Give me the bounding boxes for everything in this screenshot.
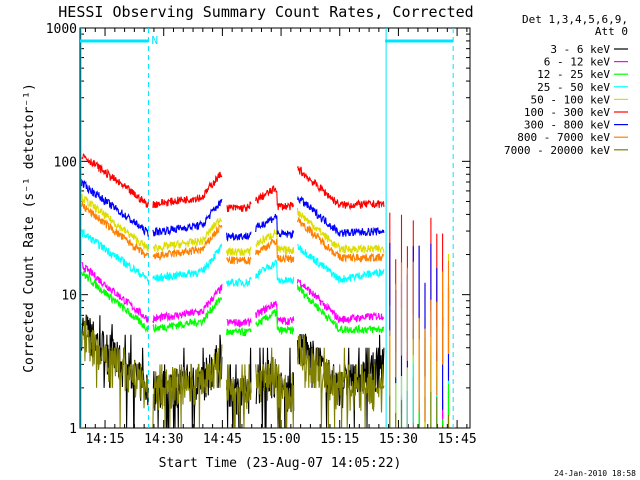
legend-header: Det 1,3,4,5,6,9, [522,13,628,26]
legend-entry-label: 12 - 25 keV [537,68,610,81]
x-tick-label: 15:45 [438,432,477,447]
chart-title: HESSI Observing Summary Count Rates, Cor… [58,3,473,21]
legend-entry-label: 800 - 7000 keV [517,131,610,144]
x-tick-label: 14:15 [85,432,124,447]
legend-entry-label: 300 - 800 keV [524,119,610,132]
footer-timestamp: 24-Jan-2010 18:58 [554,469,636,478]
night-label: N [151,34,158,47]
y-tick-label: 1 [69,422,77,437]
y-axis-label: Corrected Count Rate (s⁻¹ detector⁻¹) [22,83,37,373]
legend-entry-label: 25 - 50 keV [537,81,610,94]
plot-frame [79,27,471,429]
x-tick-label: 14:45 [203,432,242,447]
x-tick-label: 15:15 [320,432,359,447]
x-tick-label: 15:00 [261,432,300,447]
y-tick-label: 1000 [46,22,77,37]
legend-entry-label: 100 - 300 keV [524,106,610,119]
legend-entry-label: 7000 - 20000 keV [504,144,610,157]
y-tick-label: 10 [61,289,77,304]
x-tick-label: 14:30 [144,432,183,447]
y-tick-label: 100 [54,155,77,170]
x-axis-label: Start Time (23-Aug-07 14:05:22) [159,456,402,471]
plot-area: 1 10 100 1000 14:15 14:30 14:45 15:00 15:15 15:30… [46,22,477,447]
legend-entry-label: 6 - 12 keV [544,56,611,69]
series-line [81,153,450,378]
legend-entry-label: 3 - 6 keV [550,43,610,56]
series-line [81,200,450,424]
x-tick-label: 15:30 [379,432,418,447]
legend-entry-label: 50 - 100 keV [531,93,611,106]
legend-header: Att 0 [595,25,628,38]
